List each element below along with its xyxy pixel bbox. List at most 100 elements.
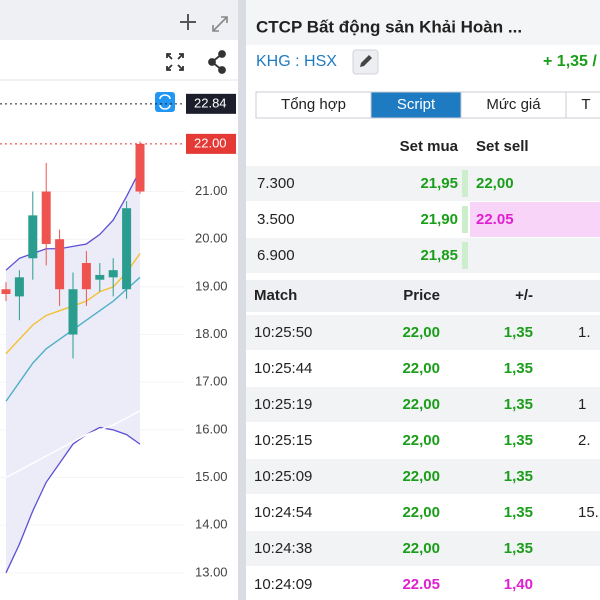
match-row xyxy=(246,567,600,600)
tab[interactable] xyxy=(565,91,600,119)
match-change: 1,35 xyxy=(504,504,533,521)
tab-label[interactable]: Tổng hợp xyxy=(281,96,346,113)
match-row xyxy=(246,531,600,566)
chart-topbar xyxy=(0,0,238,40)
buy-price: 21,90 xyxy=(420,211,458,228)
price-tag-label: 22.00 xyxy=(194,135,227,150)
y-tick-label: 16.00 xyxy=(195,421,228,436)
match-volume: 1. xyxy=(578,324,591,341)
splitter[interactable] xyxy=(238,0,246,600)
match-row xyxy=(246,387,600,422)
tab-label[interactable]: T xyxy=(581,96,590,113)
match-price: 22.05 xyxy=(402,576,440,593)
match-change: 1,35 xyxy=(504,360,533,377)
match-change: 1,40 xyxy=(504,576,533,593)
candle-body xyxy=(55,239,65,290)
tab-label[interactable]: Script xyxy=(397,96,436,113)
match-volume: 1 xyxy=(578,396,586,413)
chart-toolbar xyxy=(0,40,238,80)
y-tick-label: 17.00 xyxy=(195,374,228,389)
y-tick-label: 18.00 xyxy=(195,326,228,341)
match-price: 22,00 xyxy=(402,432,440,449)
match-price: 22,00 xyxy=(402,540,440,557)
match-row xyxy=(246,459,600,494)
buy-price: 21,95 xyxy=(420,175,458,192)
price-tag-label: 22.84 xyxy=(194,95,227,110)
share-icon[interactable] xyxy=(208,50,226,74)
match-time: 10:25:09 xyxy=(254,468,312,485)
fullscreen-icon[interactable] xyxy=(166,53,184,71)
match-row xyxy=(246,423,600,458)
sell-price: 22.05 xyxy=(476,211,514,228)
match-price: 22,00 xyxy=(402,324,440,341)
match-time: 10:25:44 xyxy=(254,360,312,377)
match-change: 1,35 xyxy=(504,540,533,557)
order-row xyxy=(246,238,600,273)
bollinger-band xyxy=(6,170,140,573)
candle-body xyxy=(135,143,145,192)
match-time: 10:24:54 xyxy=(254,504,312,521)
y-tick-label: 15.00 xyxy=(195,469,228,484)
match-volume: 2. xyxy=(578,432,591,449)
candle-body xyxy=(122,208,132,290)
column-header: +/- xyxy=(515,287,533,304)
y-tick-label: 19.00 xyxy=(195,278,228,293)
match-change: 1,35 xyxy=(504,396,533,413)
match-time: 10:24:38 xyxy=(254,540,312,557)
buy-bar xyxy=(462,206,468,233)
band-lower xyxy=(5,426,141,574)
add-icon[interactable] xyxy=(180,14,196,30)
price-tag xyxy=(186,93,236,114)
candle-body xyxy=(41,191,51,244)
column-header: Set mua xyxy=(400,138,459,155)
y-tick-label: 14.00 xyxy=(195,517,228,532)
candle-body xyxy=(14,277,24,297)
volume: 7.300 xyxy=(257,175,295,192)
y-tick-label: 13.00 xyxy=(195,564,228,579)
moving-average xyxy=(5,410,141,479)
y-tick-label: 21.00 xyxy=(195,183,228,198)
match-row xyxy=(246,351,600,386)
candle-body xyxy=(81,263,91,290)
price-change: + 1,35 / xyxy=(543,53,597,70)
match-time: 10:24:09 xyxy=(254,576,312,593)
column-header: Match xyxy=(254,287,297,304)
sync-icon xyxy=(159,94,171,110)
buy-bar xyxy=(462,170,468,197)
y-tick-label: 20.00 xyxy=(195,231,228,246)
sell-bar xyxy=(470,202,600,237)
match-row xyxy=(246,495,600,530)
candle-body xyxy=(68,289,78,335)
match-price: 22,00 xyxy=(402,360,440,377)
column-header: Set sell xyxy=(476,138,529,155)
candle-body xyxy=(28,215,38,259)
tab-label[interactable]: Mức giá xyxy=(486,96,541,113)
sell-price: 22,00 xyxy=(476,175,514,192)
buy-price: 21,85 xyxy=(420,247,458,264)
match-time: 10:25:19 xyxy=(254,396,312,413)
match-header xyxy=(246,280,600,312)
title-bar xyxy=(246,0,600,45)
stock-title: CTCP Bất động sản Khải Hoàn ... xyxy=(256,17,522,36)
match-change: 1,35 xyxy=(504,432,533,449)
edit-icon xyxy=(360,55,372,67)
match-price: 22,00 xyxy=(402,504,440,521)
volume: 6.900 xyxy=(257,247,295,264)
match-price: 22,00 xyxy=(402,396,440,413)
expand-icon[interactable] xyxy=(212,16,228,32)
order-row xyxy=(246,166,600,201)
price-tag xyxy=(186,133,236,154)
candle-body xyxy=(1,289,11,295)
candle-body xyxy=(95,274,105,280)
match-change: 1,35 xyxy=(504,324,533,341)
ticker[interactable]: KHG : HSX xyxy=(256,53,337,70)
match-volume: 15. xyxy=(578,504,599,521)
column-header: Price xyxy=(403,287,440,304)
buy-bar xyxy=(462,242,468,269)
match-change: 1,35 xyxy=(504,468,533,485)
match-price: 22,00 xyxy=(402,468,440,485)
volume: 3.500 xyxy=(257,211,295,228)
tab[interactable] xyxy=(460,91,567,119)
